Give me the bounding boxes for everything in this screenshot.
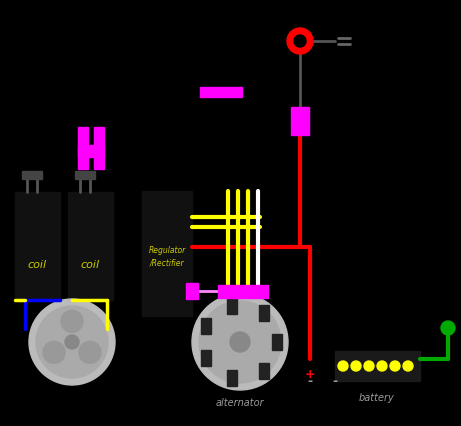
Circle shape — [364, 361, 374, 371]
Bar — [78, 146, 104, 158]
Bar — [259, 305, 269, 321]
Bar — [142, 192, 192, 316]
Bar — [78, 128, 88, 170]
Circle shape — [441, 321, 455, 335]
Bar — [335, 351, 420, 381]
Text: battery: battery — [359, 392, 395, 402]
Bar — [291, 108, 309, 122]
Circle shape — [43, 342, 65, 363]
Circle shape — [338, 361, 348, 371]
Bar — [22, 172, 42, 180]
Circle shape — [351, 361, 361, 371]
Circle shape — [287, 29, 313, 55]
Circle shape — [79, 342, 101, 363]
Bar — [201, 318, 211, 334]
Circle shape — [36, 306, 108, 378]
Bar — [272, 334, 283, 350]
Circle shape — [29, 299, 115, 385]
Bar — [75, 172, 95, 180]
Bar — [94, 128, 104, 170]
Text: coil: coil — [28, 259, 47, 269]
Circle shape — [199, 301, 281, 383]
Bar — [68, 193, 113, 300]
Text: alternator: alternator — [216, 397, 264, 407]
Circle shape — [390, 361, 400, 371]
Bar — [291, 122, 309, 136]
Bar — [201, 351, 211, 366]
Text: -: - — [307, 374, 313, 388]
Bar — [226, 298, 236, 314]
Circle shape — [61, 311, 83, 333]
Bar — [200, 88, 242, 98]
Circle shape — [192, 294, 288, 390]
Text: coil: coil — [80, 259, 100, 269]
Bar — [218, 285, 268, 298]
Text: +: + — [305, 368, 315, 380]
Circle shape — [65, 335, 79, 349]
Bar — [186, 283, 198, 299]
Circle shape — [403, 361, 413, 371]
Text: Regulator
/Rectifier: Regulator /Rectifier — [148, 246, 186, 267]
Bar — [15, 193, 60, 300]
Text: -: - — [332, 374, 337, 388]
Circle shape — [294, 36, 306, 48]
Bar — [226, 371, 236, 386]
Circle shape — [230, 332, 250, 352]
Bar — [259, 363, 269, 379]
Circle shape — [377, 361, 387, 371]
